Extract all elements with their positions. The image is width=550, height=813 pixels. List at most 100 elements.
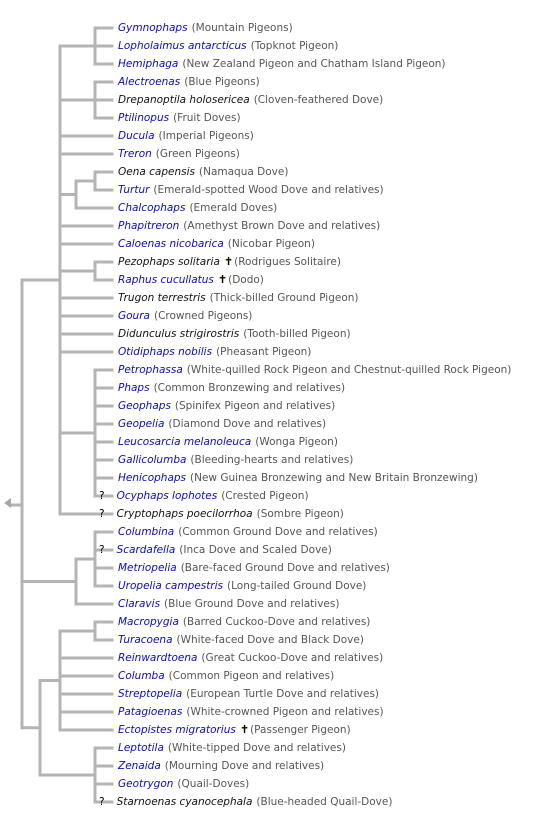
taxon-link[interactable]: Ectopistes migratorius (118, 724, 236, 736)
taxon-row: Claravis (Blue Ground Dove and relatives) (118, 595, 339, 613)
taxon-row: ? Cryptophaps poecilorrhoa (Sombre Pigeon) (99, 505, 344, 523)
common-name: (Imperial Pigeons) (158, 130, 254, 142)
taxon-link[interactable]: Columba (118, 670, 165, 682)
taxon-row: Macropygia (Barred Cuckoo-Dove and relati… (118, 613, 370, 631)
taxon-row: ? Starnoenas cyanocephala (Blue-headed Qua… (99, 793, 392, 811)
taxon-link[interactable]: Columbina (118, 526, 175, 538)
taxon-row: Drepanoptila holosericea (Cloven-feathere… (118, 91, 383, 109)
taxon-row: Columba (Common Pigeon and relatives) (118, 667, 334, 685)
taxon-row: Phapitreron (Amethyst Brown Dove and rela… (118, 217, 380, 235)
taxon-link[interactable]: Ptilinopus (118, 112, 170, 124)
taxon-name: Cryptophaps poecilorrhoa (116, 508, 253, 520)
taxon-row: Treron (Green Pigeons) (118, 145, 240, 163)
taxon-link[interactable]: Claravis (118, 598, 161, 610)
common-name: (White-tipped Dove and relatives) (167, 742, 346, 754)
common-name: (Diamond Dove and relatives) (168, 418, 327, 430)
taxon-row: Henicophaps (New Guinea Bronzewing and Ne… (118, 469, 478, 487)
taxon-link[interactable]: Hemiphaga (118, 58, 179, 70)
common-name: (Mourning Dove and relatives) (164, 760, 325, 772)
taxon-link[interactable]: Treron (118, 148, 152, 160)
common-name: (European Turtle Dove and relatives) (186, 688, 380, 700)
taxon-link[interactable]: Phaps (118, 382, 150, 394)
taxon-link[interactable]: Chalcophaps (118, 202, 186, 214)
taxon-row: Phaps (Common Bronzewing and relatives) (118, 379, 345, 397)
taxon-row: Metriopelia (Bare-faced Ground Dove and r… (118, 559, 390, 577)
taxon-row: Ducula (Imperial Pigeons) (118, 127, 254, 145)
common-name: (Amethyst Brown Dove and relatives) (183, 220, 381, 232)
common-name: (Common Pigeon and relatives) (168, 670, 335, 682)
taxon-link[interactable]: Geotrygon (118, 778, 174, 790)
common-name: (Bare-faced Ground Dove and relatives) (180, 562, 390, 574)
taxon-link[interactable]: Geopelia (118, 418, 165, 430)
taxon-link[interactable]: Caloenas nicobarica (118, 238, 224, 250)
taxon-link[interactable]: Uropelia campestris (118, 580, 224, 592)
common-name: (Long-tailed Ground Dove) (227, 580, 367, 592)
taxon-row: Zenaida (Mourning Dove and relatives) (118, 757, 324, 775)
taxon-link[interactable]: Ducula (118, 130, 155, 142)
taxon-row: ? Scardafella (Inca Dove and Scaled Dove) (99, 541, 332, 559)
common-name: (Mountain Pigeons) (191, 22, 293, 34)
common-name: (New Guinea Bronzewing and New Britain B… (190, 472, 478, 484)
taxon-link[interactable]: Turtur (118, 184, 150, 196)
collapse-triangle-left-icon[interactable] (4, 498, 11, 508)
taxon-link[interactable]: Leptotila (118, 742, 164, 754)
taxon-row: Geophaps (Spinifex Pigeon and relatives) (118, 397, 335, 415)
taxon-row: Reinwardtoena (Great Cuckoo-Dove and rela… (118, 649, 383, 667)
taxon-link[interactable]: Lopholaimus antarcticus (118, 40, 247, 52)
taxon-row: Leptotila (White-tipped Dove and relative… (118, 739, 346, 757)
common-name: (White-quilled Rock Pigeon and Chestnut-… (186, 364, 512, 376)
common-name: (White-faced Dove and Black Dove) (176, 634, 364, 646)
common-name: (Green Pigeons) (155, 148, 240, 160)
common-name: (Topknot Pigeon) (250, 40, 339, 52)
taxon-link[interactable]: Petrophassa (118, 364, 183, 376)
taxon-link[interactable]: Phapitreron (118, 220, 180, 232)
taxon-link[interactable]: Streptopelia (118, 688, 183, 700)
common-name: (Emerald Doves) (189, 202, 278, 214)
taxon-row: Oena capensis (Namaqua Dove) (118, 163, 288, 181)
taxon-link[interactable]: Scardafella (116, 544, 176, 556)
taxon-link[interactable]: Reinwardtoena (118, 652, 198, 664)
taxon-link[interactable]: Ocyphaps lophotes (116, 490, 218, 502)
taxon-row: Lopholaimus antarcticus (Topknot Pigeon) (118, 37, 338, 55)
taxon-row: Chalcophaps (Emerald Doves) (118, 199, 277, 217)
common-name: (Cloven-feathered Dove) (253, 94, 384, 106)
taxon-link[interactable]: Raphus cucullatus (118, 274, 214, 286)
taxon-row: Gymnophaps (Mountain Pigeons) (118, 19, 293, 37)
taxon-link[interactable]: Gallicolumba (118, 454, 187, 466)
taxon-link[interactable]: Geophaps (118, 400, 171, 412)
common-name: (Crested Pigeon) (221, 490, 309, 502)
taxon-link[interactable]: Zenaida (118, 760, 161, 772)
taxon-row: Geopelia (Diamond Dove and relatives) (118, 415, 326, 433)
taxon-row: Turacoena (White-faced Dove and Black Dov… (118, 631, 364, 649)
uncertain-placement-mark: ? (99, 508, 105, 520)
taxon-link[interactable]: Turacoena (118, 634, 173, 646)
taxon-link[interactable]: Leucosarcia melanoleuca (118, 436, 252, 448)
common-name: (Spinifex Pigeon and relatives) (174, 400, 336, 412)
taxon-link[interactable]: Macropygia (118, 616, 179, 628)
taxon-row: Streptopelia (European Turtle Dove and re… (118, 685, 379, 703)
taxon-link[interactable]: Henicophaps (118, 472, 187, 484)
taxon-row: Turtur (Emerald-spotted Wood Dove and rel… (118, 181, 384, 199)
common-name: (Wonga Pigeon) (255, 436, 338, 448)
common-name: (Tooth-billed Pigeon) (243, 328, 351, 340)
common-name: (Blue Ground Dove and relatives) (164, 598, 340, 610)
taxon-row: Petrophassa (White-quilled Rock Pigeon an… (118, 361, 511, 379)
common-name: (Common Ground Dove and relatives) (178, 526, 378, 538)
taxon-link[interactable]: Otidiphaps nobilis (118, 346, 213, 358)
taxon-link[interactable]: Metriopelia (118, 562, 177, 574)
extinct-dagger-icon: ✝ (223, 255, 234, 268)
common-name: (Thick-billed Ground Pigeon) (209, 292, 359, 304)
taxon-row: Goura (Crowned Pigeons) (118, 307, 252, 325)
common-name: (Passenger Pigeon) (250, 724, 351, 736)
taxon-link[interactable]: Goura (118, 310, 150, 322)
taxon-link[interactable]: Gymnophaps (118, 22, 188, 34)
common-name: (Pheasant Pigeon) (216, 346, 312, 358)
common-name: (Inca Dove and Scaled Dove) (179, 544, 332, 556)
taxon-link[interactable]: Patagioenas (118, 706, 183, 718)
common-name: (Crowned Pigeons) (153, 310, 253, 322)
taxon-name: Trugon terrestris (118, 292, 206, 304)
common-name: (Dodo) (228, 274, 264, 286)
taxon-row: Trugon terrestris (Thick-billed Ground Pi… (118, 289, 359, 307)
uncertain-placement-mark: ? (99, 490, 105, 502)
taxon-link[interactable]: Alectroenas (118, 76, 181, 88)
